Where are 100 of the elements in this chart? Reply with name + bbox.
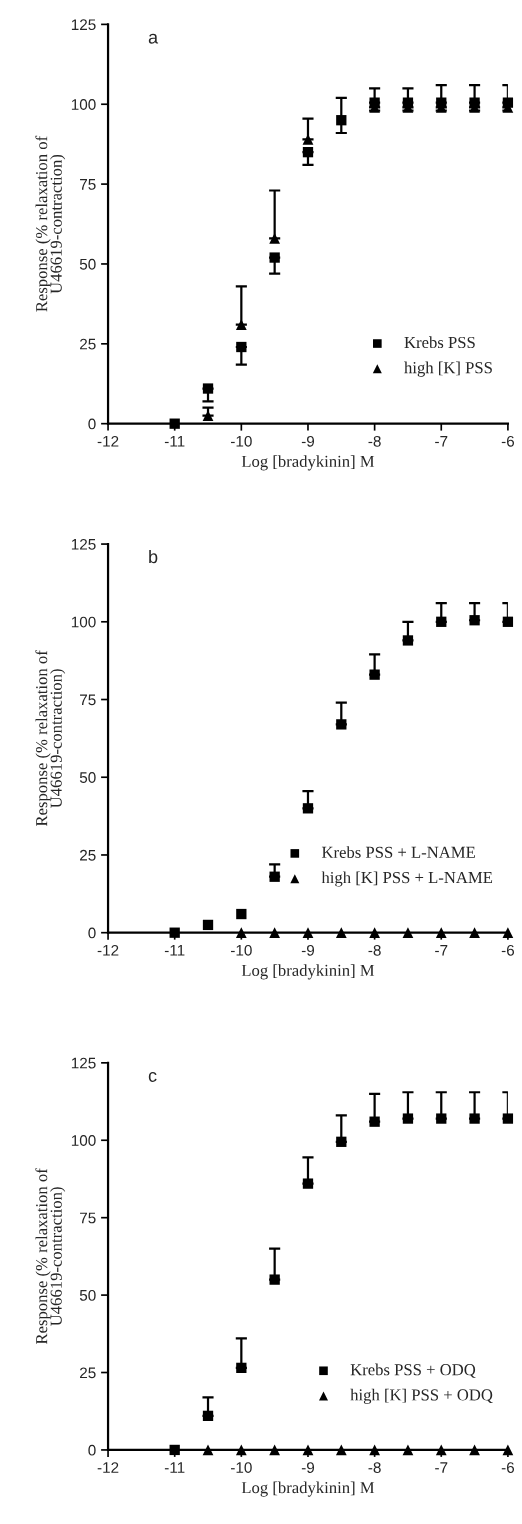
point — [269, 1274, 280, 1285]
x-tick-label: -10 — [230, 1462, 252, 1473]
x-tick-label: -9 — [301, 1462, 315, 1473]
point — [302, 927, 314, 939]
x-tick-label: -10 — [230, 435, 252, 447]
x-tick-label: -8 — [368, 944, 381, 956]
y-tick-label: 100 — [71, 1135, 96, 1146]
x-axis-title: Log [bradykinin] M — [241, 964, 375, 980]
y-tick-label: 25 — [80, 338, 96, 350]
y-tick-label: 50 — [79, 772, 96, 783]
x-tick-label: -8 — [368, 435, 381, 447]
point — [369, 1116, 380, 1127]
point — [269, 1444, 281, 1456]
x-tick-label: -10 — [230, 944, 252, 956]
y-tick-label: 125 — [71, 19, 96, 31]
point — [435, 927, 447, 939]
point — [369, 669, 380, 680]
point — [402, 927, 414, 939]
annotation: b — [149, 549, 158, 564]
point — [236, 341, 247, 353]
x-tick-label: -11 — [164, 945, 185, 956]
y-tick-label: 100 — [71, 616, 96, 628]
point — [502, 1113, 514, 1124]
y-axis-title: Response (% relaxation of U46619-contraction) — [35, 650, 66, 827]
y-tick-label: 0 — [88, 1444, 96, 1456]
y-tick-label: 75 — [80, 1212, 96, 1224]
point — [202, 1410, 214, 1422]
point — [436, 616, 447, 627]
point — [269, 927, 281, 939]
x-axis-title: Log [bradykinin] M — [241, 455, 375, 471]
legend-label: Krebs PSS + L-NAME — [321, 846, 475, 858]
point — [202, 919, 214, 931]
x-tick-label: -9 — [301, 435, 315, 447]
legend-label: Krebs PSS + ODQ — [350, 1363, 476, 1378]
point — [436, 1113, 447, 1124]
point — [469, 615, 480, 626]
point — [169, 927, 180, 938]
point — [235, 927, 247, 939]
point — [369, 927, 380, 939]
y-tick-label: 100 — [71, 99, 96, 110]
x-tick-label: -12 — [97, 944, 119, 956]
point — [302, 1178, 314, 1189]
legend-label: Krebs PSS — [404, 336, 475, 349]
point — [469, 1444, 480, 1456]
annotation: a — [148, 33, 159, 44]
point — [402, 635, 414, 646]
x-tick-label: -12 — [97, 435, 119, 447]
x-tick-label: -12 — [97, 1462, 119, 1473]
point — [302, 1444, 314, 1456]
point — [235, 319, 247, 331]
y-tick-label: 0 — [88, 418, 96, 430]
y-tick-label: 0 — [88, 927, 96, 939]
point — [302, 147, 314, 158]
legend-label: high [K] PSS + L-NAME — [321, 871, 493, 887]
x-tick-label: -6 — [501, 944, 515, 956]
point — [169, 418, 180, 429]
legend-label: high [K] PSS + ODQ — [350, 1388, 493, 1404]
y-tick-label: 25 — [80, 1367, 96, 1379]
y-axis-title: Response (% relaxation of U46619-contraction) — [35, 135, 66, 312]
x-tick-label: -11 — [164, 1462, 185, 1473]
annotation: c — [148, 1072, 157, 1082]
point — [335, 1444, 347, 1456]
y-tick-label: 50 — [79, 258, 96, 270]
point — [269, 233, 281, 244]
x-axis-title: Log [bradykinin] M — [241, 1481, 375, 1497]
y-tick-label: 125 — [71, 1057, 96, 1069]
point — [336, 719, 347, 730]
x-tick-label: -6 — [501, 1462, 515, 1473]
point — [402, 1113, 414, 1124]
point — [336, 1136, 347, 1147]
y-tick-label: 125 — [71, 538, 96, 550]
x-tick-label: -11 — [164, 436, 185, 447]
point — [169, 1444, 180, 1456]
point — [402, 1444, 414, 1456]
x-tick-label: -7 — [435, 945, 448, 956]
point — [302, 803, 314, 814]
x-tick-label: -7 — [435, 1462, 448, 1473]
point — [369, 1444, 380, 1456]
point — [235, 1444, 247, 1456]
point — [435, 1444, 447, 1456]
y-tick-label: 75 — [80, 179, 96, 190]
point — [335, 927, 347, 939]
point — [269, 252, 280, 263]
point — [469, 1113, 480, 1124]
point — [469, 927, 480, 939]
point — [336, 115, 347, 126]
y-tick-label: 25 — [80, 849, 96, 861]
point — [236, 1362, 247, 1374]
point — [202, 383, 214, 394]
point — [269, 871, 280, 882]
y-tick-label: 75 — [80, 694, 96, 706]
y-axis-title: Response (% relaxation of U46619-contraction) — [35, 1168, 66, 1345]
x-tick-label: -7 — [435, 436, 448, 447]
point — [502, 616, 514, 627]
y-tick-label: 50 — [79, 1289, 96, 1301]
x-tick-label: -6 — [501, 435, 515, 447]
x-tick-label: -9 — [301, 944, 315, 956]
point — [236, 908, 247, 920]
x-tick-label: -8 — [368, 1462, 381, 1473]
legend-label: high [K] PSS — [404, 361, 492, 377]
